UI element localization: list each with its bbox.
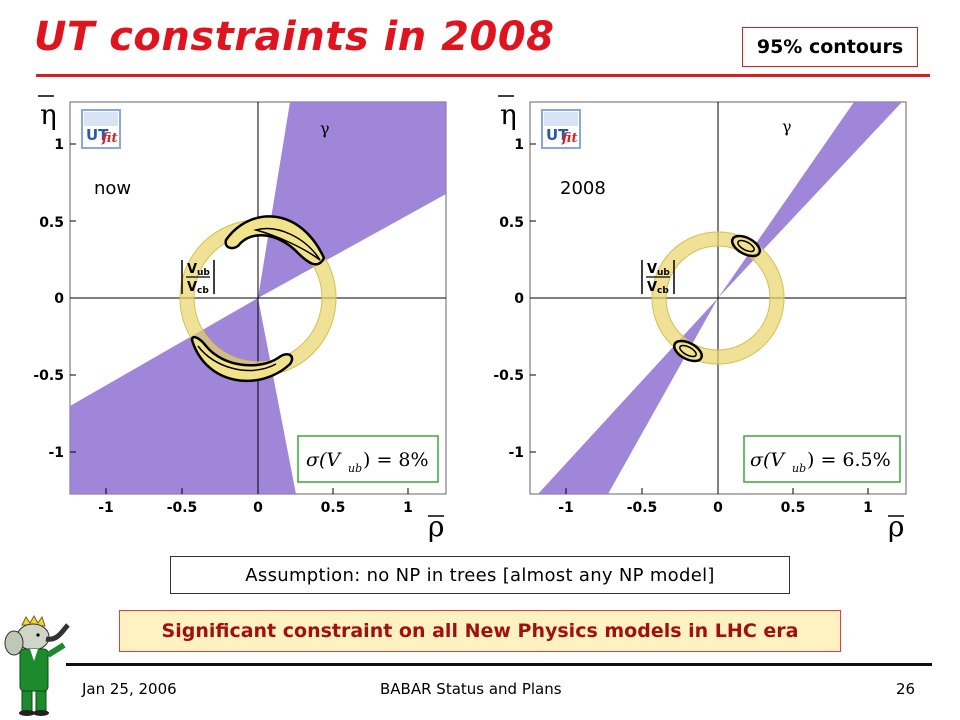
ut-plot-now: UT fit γ now V ub V cb σ(V ub ) = 8% 1 0… [33,95,447,543]
babar-elephant-logo [4,615,70,716]
sigma-vub-box: σ(V ub ) = 8% [297,435,439,483]
svg-text:fit: fit [101,131,117,146]
svg-text:σ(V: σ(V [750,449,786,471]
gamma-label: γ [320,119,330,138]
sigma-vub-box: σ(V ub ) = 6.5% [743,435,901,483]
svg-text:σ(V: σ(V [306,449,342,471]
svg-text:ub: ub [197,268,210,278]
ut-plot-2008: UT fit γ 2008 V ub V cb σ(V ub ) = 6.5% … [493,95,907,543]
svg-text:0.5: 0.5 [499,215,524,231]
svg-text:0.5: 0.5 [39,215,64,231]
utfit-logo: UT fit [81,109,121,149]
svg-text:ub: ub [657,268,670,278]
svg-text:cb: cb [657,286,669,296]
svg-text:1: 1 [514,137,524,153]
gamma-band [718,102,902,298]
svg-text:ub: ub [792,462,806,475]
panel-label: 2008 [560,178,606,199]
svg-text:1: 1 [863,500,873,516]
significance-box: Significant constraint on all New Physic… [119,610,841,652]
page-number: 26 [896,680,916,698]
svg-text:-0.5: -0.5 [493,368,524,384]
gamma-band-lower [70,298,296,494]
title-underline [36,74,930,77]
svg-text:) = 6.5%: ) = 6.5% [807,449,891,471]
svg-text:UT: UT [546,126,569,144]
svg-text:V: V [647,262,657,277]
svg-text:0.5: 0.5 [321,500,346,516]
footer-rule [66,663,932,666]
svg-text:ub: ub [348,462,362,475]
svg-text:V: V [647,280,657,295]
svg-text:V: V [187,262,197,277]
svg-text:-1: -1 [48,445,64,461]
svg-text:0: 0 [54,291,64,307]
contours-label: 95% contours [742,27,918,67]
assumption-box: Assumption: no NP in trees [almost any N… [170,556,790,594]
footer-date: Jan 25, 2006 [82,680,177,698]
utfit-logo: UT fit [541,109,581,149]
contour-upper [224,215,326,266]
eta-axis-label: η [40,98,57,131]
eta-axis-label: η [500,98,517,131]
rho-axis-label: ρ [428,510,444,543]
vub-vcb-label: V ub V cb [641,260,675,296]
x-tick-labels: -1 -0.5 0 0.5 1 [98,500,413,516]
slide-title: UT constraints in 2008 [34,14,555,60]
vub-vcb-label: V ub V cb [181,260,215,296]
svg-text:1: 1 [403,500,413,516]
footer-center: BABAR Status and Plans [380,680,562,698]
svg-text:1: 1 [54,137,64,153]
svg-text:) = 8%: ) = 8% [363,449,429,471]
svg-text:-1: -1 [98,500,114,516]
svg-text:cb: cb [197,286,209,296]
contour-lower [190,335,294,383]
svg-text:-1: -1 [508,445,524,461]
panel-label: now [94,178,131,199]
x-tick-labels: -1 -0.5 0 0.5 1 [558,500,873,516]
rho-axis-label: ρ [888,510,904,543]
vub-ring [651,231,785,365]
svg-text:fit: fit [561,131,577,146]
svg-text:V: V [187,280,197,295]
svg-text:-0.5: -0.5 [167,500,198,516]
svg-text:-0.5: -0.5 [33,368,64,384]
y-tick-labels: 1 0.5 0 -0.5 -1 [493,137,524,461]
svg-text:-1: -1 [558,500,574,516]
svg-text:0: 0 [253,500,263,516]
y-tick-labels: 1 0.5 0 -0.5 -1 [33,137,64,461]
svg-text:-0.5: -0.5 [627,500,658,516]
gamma-label: γ [782,117,792,136]
svg-text:UT: UT [86,126,109,144]
svg-text:0: 0 [514,291,524,307]
svg-text:0.5: 0.5 [781,500,806,516]
svg-text:0: 0 [713,500,723,516]
